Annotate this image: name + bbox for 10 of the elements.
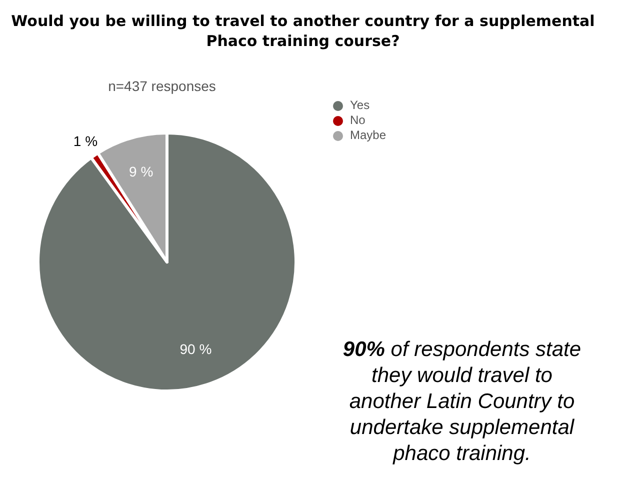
data-label: 90 % bbox=[180, 341, 212, 358]
legend-label: Maybe bbox=[350, 128, 386, 142]
data-label: 9 % bbox=[129, 164, 154, 180]
legend-label: Yes bbox=[350, 98, 370, 112]
chart-title: Would you be willing to travel to another country for a supplemental Phaco training course? bbox=[11, 12, 595, 50]
pie-slice bbox=[36, 132, 298, 392]
text: 90% of respondents state they would travel to another Latin Country to undertake supplemental phaco training. bbox=[342, 338, 582, 465]
legend-label: No bbox=[350, 113, 366, 128]
chart-subtitle: n=437 responses bbox=[108, 78, 216, 94]
data-label: 1 % bbox=[73, 132, 98, 149]
